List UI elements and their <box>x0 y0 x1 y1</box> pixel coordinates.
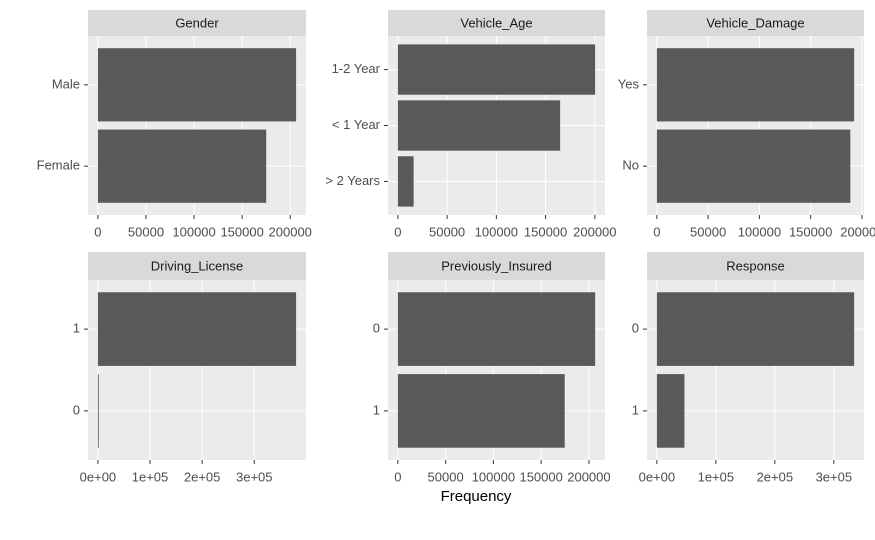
x-tick-label: 200000 <box>269 224 312 239</box>
x-tick-label: 2e+05 <box>184 469 221 484</box>
bar <box>656 129 851 203</box>
strip <box>88 252 306 280</box>
x-tick-label: 150000 <box>524 224 567 239</box>
x-tick-label: 150000 <box>220 224 263 239</box>
strip <box>647 10 864 36</box>
x-tick-label: 100000 <box>475 224 518 239</box>
x-tick-label: 50000 <box>428 469 464 484</box>
bar <box>397 156 414 207</box>
y-tick-label: Female <box>37 158 80 173</box>
x-tick-label: 2e+05 <box>757 469 794 484</box>
strip <box>388 252 605 280</box>
bar <box>397 292 596 366</box>
x-tick-label: 0 <box>94 224 101 239</box>
y-tick-label: 0 <box>632 321 639 336</box>
y-tick-label: 1 <box>73 321 80 336</box>
x-tick-label: 0 <box>394 224 401 239</box>
y-tick-label: Male <box>52 76 80 91</box>
y-tick-label: 0 <box>73 402 80 417</box>
bar <box>97 48 297 122</box>
strip <box>388 10 605 36</box>
bar <box>656 374 685 448</box>
x-tick-label: 150000 <box>519 469 562 484</box>
bar <box>656 292 855 366</box>
strip-title: Driving_License <box>151 258 244 273</box>
x-tick-label: 150000 <box>789 224 832 239</box>
y-tick-label: 1 <box>632 402 639 417</box>
strip <box>88 10 306 36</box>
x-tick-label: 0e+00 <box>80 469 117 484</box>
bar <box>97 292 297 366</box>
x-tick-label: 0e+00 <box>639 469 676 484</box>
x-tick-label: 0 <box>653 224 660 239</box>
x-axis-title: Frequency <box>441 488 512 505</box>
x-tick-label: 1e+05 <box>132 469 169 484</box>
bar <box>397 44 596 95</box>
y-tick-label: 1-2 Year <box>332 61 381 76</box>
x-tick-label: 0 <box>394 469 401 484</box>
strip-title: Previously_Insured <box>441 258 552 273</box>
y-tick-label: 1 <box>373 402 380 417</box>
x-tick-label: 50000 <box>429 224 465 239</box>
x-tick-label: 200000 <box>840 224 875 239</box>
y-tick-label: > 2 Years <box>325 173 380 188</box>
y-tick-label: < 1 Year <box>332 117 381 132</box>
x-tick-label: 50000 <box>128 224 164 239</box>
x-tick-label: 3e+05 <box>816 469 853 484</box>
strip-title: Vehicle_Damage <box>706 15 804 30</box>
x-tick-label: 50000 <box>690 224 726 239</box>
bar <box>97 129 267 203</box>
strip <box>647 252 864 280</box>
y-tick-label: Yes <box>618 76 640 91</box>
y-tick-label: No <box>622 158 639 173</box>
x-tick-label: 200000 <box>573 224 616 239</box>
bar <box>656 48 855 122</box>
x-tick-label: 1e+05 <box>698 469 735 484</box>
x-tick-label: 100000 <box>472 469 515 484</box>
strip-title: Response <box>726 258 785 273</box>
y-tick-label: 0 <box>373 321 380 336</box>
bar <box>97 374 99 448</box>
x-tick-label: 3e+05 <box>236 469 273 484</box>
bar <box>397 100 561 151</box>
strip-title: Vehicle_Age <box>460 15 532 30</box>
strip-title: Gender <box>175 15 219 30</box>
bar <box>397 374 565 448</box>
x-tick-label: 100000 <box>172 224 215 239</box>
x-tick-label: 100000 <box>738 224 781 239</box>
x-tick-label: 200000 <box>567 469 610 484</box>
